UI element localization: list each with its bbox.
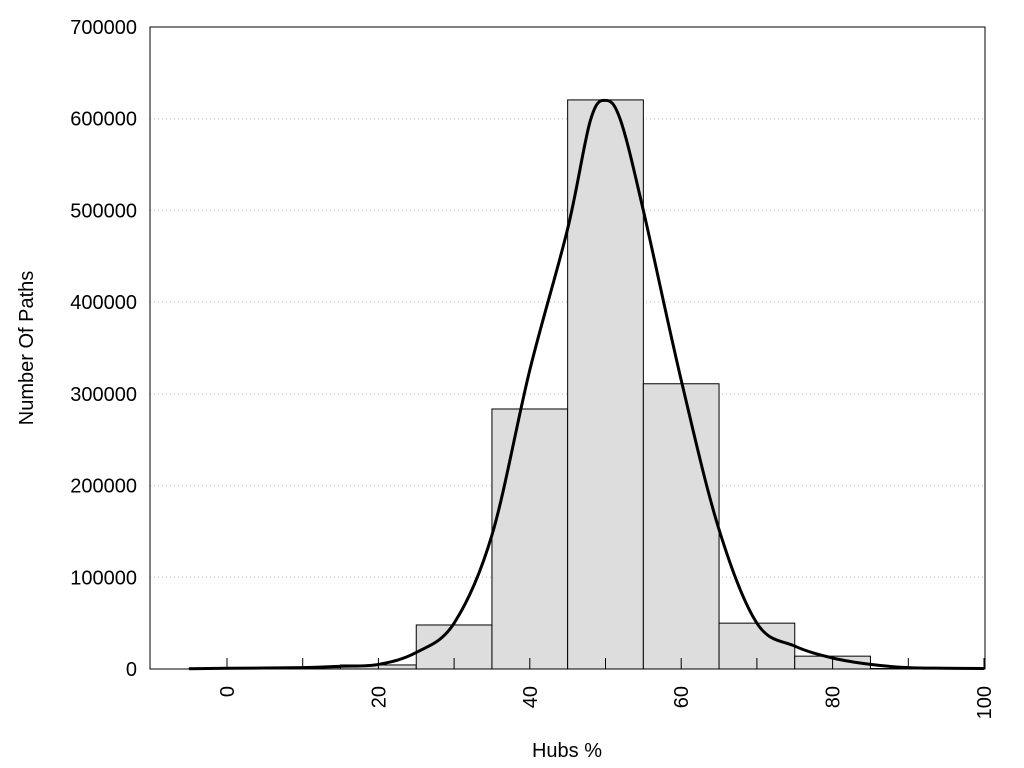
histogram-bar xyxy=(491,408,569,670)
x-tick-label: 100 xyxy=(974,686,996,719)
plot-frame xyxy=(149,26,986,670)
x-tick-label: 60 xyxy=(671,686,693,708)
y-tick-label: 200000 xyxy=(70,476,137,498)
histogram-bar xyxy=(642,383,720,670)
x-axis-label: Hubs % xyxy=(532,740,602,762)
y-tick-label: 100000 xyxy=(70,567,137,589)
x-tick-label: 40 xyxy=(520,686,542,708)
density-curve xyxy=(189,98,985,671)
y-tick-label: 300000 xyxy=(70,384,137,406)
x-tick-label: 20 xyxy=(368,686,390,708)
y-tick-label: 0 xyxy=(126,659,137,681)
y-tick-label: 700000 xyxy=(70,17,137,39)
y-tick-label: 600000 xyxy=(70,109,137,131)
histogram-bar xyxy=(567,99,644,670)
y-tick-label: 400000 xyxy=(70,292,137,314)
x-tick-label: 0 xyxy=(217,686,239,697)
x-tick-label: 80 xyxy=(823,686,845,708)
y-tick-label: 500000 xyxy=(70,200,137,222)
y-axis-label: Number Of Paths xyxy=(16,271,38,426)
